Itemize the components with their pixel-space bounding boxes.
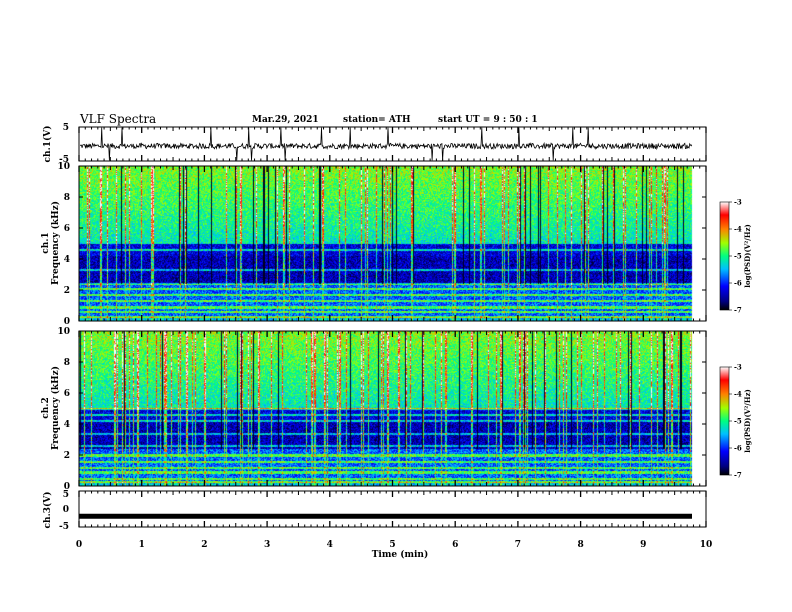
time-tick-label: 2 bbox=[201, 540, 207, 550]
time-tick-label: 7 bbox=[515, 540, 521, 550]
ch1-spectrogram-ytick: 10 bbox=[57, 162, 70, 172]
time-axis: 0 1 2 3 4 5 6 7 8 9 10 bbox=[76, 540, 712, 550]
ch2-colorbar-tick: -7 bbox=[734, 471, 742, 480]
ch1-spectrogram-ytick: 6 bbox=[64, 224, 70, 234]
ch1-spectrogram-ylabel: Frequency (kHz) bbox=[50, 201, 61, 285]
ch2-spectrogram-ytick: 6 bbox=[64, 389, 70, 399]
ch1-spectrogram-ytick: 2 bbox=[64, 286, 70, 296]
figure-title: VLF Spectra bbox=[79, 112, 156, 126]
ch1-colorbar: -3 -4 -5 -6 -7 log(PSD)(V²/Hz) bbox=[719, 198, 752, 315]
ch2-colorbar-gradient bbox=[720, 367, 729, 475]
time-tick-label: 1 bbox=[139, 540, 145, 550]
ch1-colorbar-tick: -5 bbox=[734, 252, 742, 261]
ch1-colorbar-tick: -4 bbox=[734, 225, 742, 234]
ch1-waveform-line bbox=[79, 127, 693, 161]
time-tick-label: 6 bbox=[452, 540, 458, 550]
ch2-spectrogram-ytick: 10 bbox=[57, 327, 70, 337]
ch2-colorbar-tick: -3 bbox=[734, 363, 742, 372]
ch1-ytick-bottom: -5 bbox=[59, 155, 69, 165]
ch1-waveform-ylabel: ch.1(V) bbox=[42, 126, 53, 163]
ch3-ytick-top: 5 bbox=[63, 490, 69, 500]
ch2-spectrogram-panel: 10 8 6 4 2 0 ch.2 Frequency (kHz) bbox=[41, 327, 707, 492]
ch1-colorbar-label: log(PSD)(V²/Hz) bbox=[743, 224, 752, 288]
time-tick-label: 5 bbox=[389, 540, 395, 550]
ch1-colorbar-tick: -6 bbox=[734, 279, 742, 288]
ch2-spectrogram-ytick: 4 bbox=[64, 420, 70, 430]
date-label: Mar.29, 2021 bbox=[252, 115, 319, 125]
station-label: station= ATH bbox=[343, 115, 411, 125]
ch2-colorbar-tick: -5 bbox=[734, 417, 742, 426]
ch2-spectrogram-ytick: 2 bbox=[64, 451, 70, 461]
ch3-ytick-bottom: -5 bbox=[59, 522, 69, 532]
time-tick-marks bbox=[78, 127, 707, 527]
ch3-waveform-ylabel: ch.3(V) bbox=[42, 492, 53, 529]
ch1-spectrogram-ytick: 0 bbox=[64, 317, 70, 327]
ch2-colorbar-tick: -6 bbox=[734, 444, 742, 453]
ch2-colorbar-label: log(PSD)(V²/Hz) bbox=[743, 389, 752, 453]
ch1-colorbar-tick: -3 bbox=[734, 198, 742, 207]
ch3-ytick-mid: 0 bbox=[63, 505, 69, 515]
start-time-label: start UT = 9 : 50 : 1 bbox=[438, 115, 538, 125]
ch1-spectrogram-ylabel-top: ch.1 bbox=[41, 232, 51, 253]
ch1-spectrogram-panel: 10 8 6 4 2 0 ch.1 Frequency (kHz) bbox=[41, 162, 707, 327]
ch2-spectrogram-ytick: 0 bbox=[64, 482, 70, 492]
time-tick-label: 8 bbox=[577, 540, 583, 550]
time-tick-label: 3 bbox=[264, 540, 270, 550]
time-axis-label: Time (min) bbox=[372, 549, 429, 560]
ch1-spectrogram-ytick: 8 bbox=[64, 193, 70, 203]
ch2-spectrogram-image bbox=[79, 331, 706, 486]
time-tick-label: 10 bbox=[700, 540, 713, 550]
ch2-spectrogram-ytick: 8 bbox=[64, 358, 70, 368]
time-tick-label: 9 bbox=[640, 540, 646, 550]
ch2-colorbar-tick: -4 bbox=[734, 390, 742, 399]
ch2-spectrogram-ylabel-top: ch.2 bbox=[41, 397, 51, 418]
ch1-spectrogram-ytick: 4 bbox=[64, 255, 70, 265]
ch1-colorbar-tick: -7 bbox=[734, 306, 742, 315]
ch1-spectrogram-image bbox=[79, 166, 706, 321]
ch1-colorbar-gradient bbox=[720, 202, 729, 310]
time-tick-label: 4 bbox=[327, 540, 333, 550]
ch2-spectrogram-ylabel: Frequency (kHz) bbox=[50, 366, 61, 450]
time-tick-label: 0 bbox=[76, 540, 82, 550]
ch2-colorbar: -3 -4 -5 -6 -7 log(PSD)(V²/Hz) bbox=[719, 363, 752, 480]
ch1-ytick-top: 5 bbox=[63, 123, 69, 133]
